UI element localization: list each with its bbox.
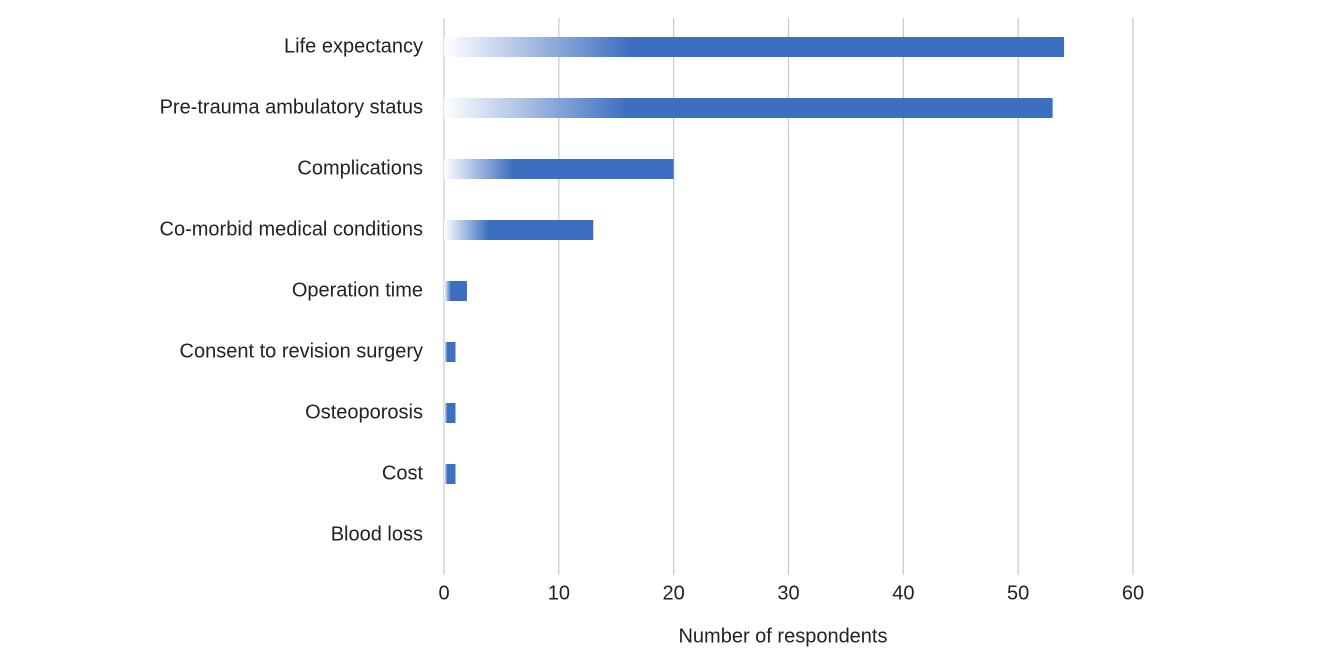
x-tick-label: 20 xyxy=(663,582,685,604)
y-tick-label: Life expectancy xyxy=(284,35,423,57)
bar xyxy=(444,98,1053,118)
y-tick-label: Co-morbid medical conditions xyxy=(160,218,423,240)
x-tick-label: 50 xyxy=(1007,582,1029,604)
bar xyxy=(444,403,456,423)
bar xyxy=(444,342,456,362)
bar xyxy=(444,464,456,484)
y-tick-label: Pre-trauma ambulatory status xyxy=(160,96,423,118)
x-tick-label: 60 xyxy=(1122,582,1144,604)
bar xyxy=(444,37,1065,57)
x-tick-label: 0 xyxy=(438,582,449,604)
bar xyxy=(444,220,594,240)
x-tick-label: 30 xyxy=(777,582,799,604)
x-axis-label: Number of respondents xyxy=(678,625,887,647)
y-tick-label: Operation time xyxy=(292,279,423,301)
bar xyxy=(444,159,674,179)
y-tick-label: Osteoporosis xyxy=(305,401,423,423)
y-tick-label: Consent to revision surgery xyxy=(180,340,423,362)
x-tick-label: 10 xyxy=(548,582,570,604)
bar xyxy=(444,281,467,301)
y-tick-label: Blood loss xyxy=(331,523,423,545)
y-tick-label: Complications xyxy=(297,157,423,179)
y-tick-label: Cost xyxy=(382,462,424,484)
x-tick-label: 40 xyxy=(892,582,914,604)
